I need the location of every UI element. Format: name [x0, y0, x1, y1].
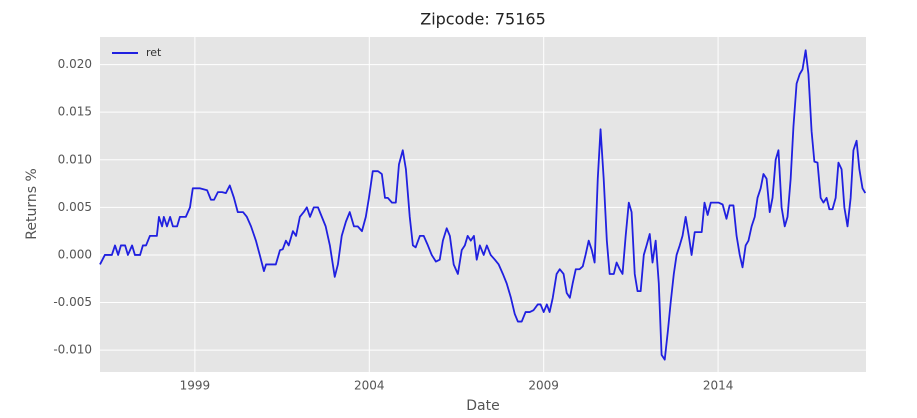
- x-tick-label: 2009: [528, 379, 559, 393]
- x-axis-label: Date: [466, 398, 499, 414]
- y-tick-label: 0.000: [58, 247, 92, 261]
- y-tick-label: -0.005: [53, 295, 92, 309]
- chart-title: Zipcode: 75165: [420, 10, 546, 29]
- x-tick-label: 2004: [354, 379, 385, 393]
- x-tick-label: 2014: [703, 379, 734, 393]
- y-tick-label: -0.010: [53, 343, 92, 357]
- x-tick-label: 1999: [180, 379, 211, 393]
- line: [99, 49, 867, 361]
- y-axis-label: Returns %: [24, 168, 40, 240]
- y-tick-label: 0.015: [58, 105, 92, 119]
- y-tick-label: 0.020: [58, 57, 92, 71]
- legend-label: ret: [146, 46, 162, 59]
- y-tick-label: 0.010: [58, 152, 92, 166]
- y-tick-label: 0.005: [58, 200, 92, 214]
- plot-area: [100, 37, 866, 372]
